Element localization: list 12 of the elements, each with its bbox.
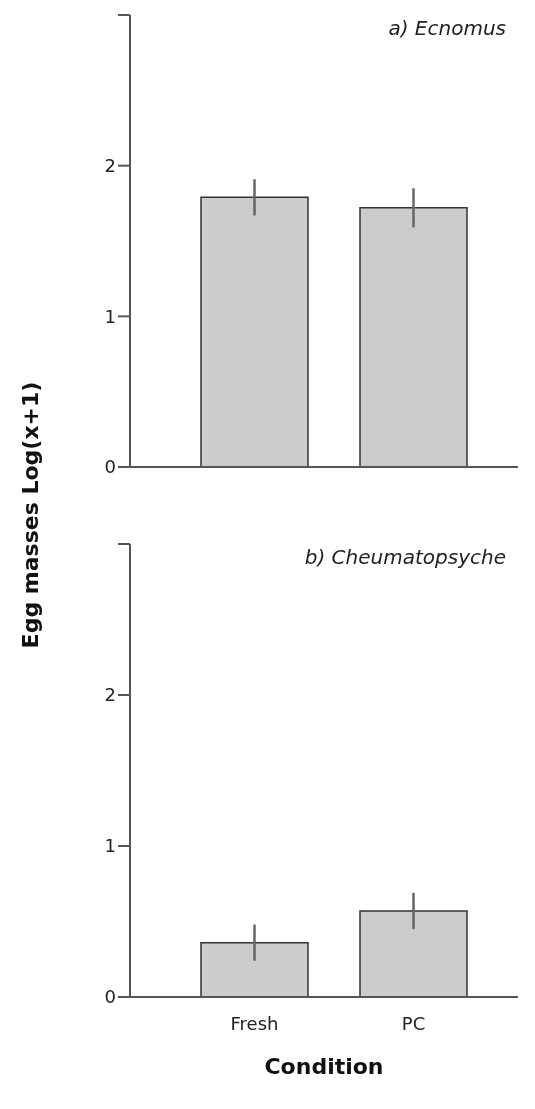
chart-title: b) Cheumatopsyche bbox=[304, 545, 506, 569]
y-tick-label: 1 bbox=[104, 835, 116, 857]
x-tick-label: PC bbox=[401, 1012, 426, 1034]
y-axis-title: Egg masses Log(x+1) bbox=[17, 381, 43, 649]
y-tick-label: 0 bbox=[104, 986, 116, 1008]
y-tick-label: 1 bbox=[104, 305, 116, 327]
y-tick-label: 2 bbox=[104, 155, 116, 177]
x-axis-title: Condition bbox=[264, 1054, 384, 1079]
y-tick-label: 2 bbox=[104, 684, 116, 706]
y-tick-label: 0 bbox=[104, 456, 116, 478]
x-tick-label: Fresh bbox=[230, 1012, 279, 1034]
chart-title: a) Ecnomus bbox=[388, 16, 506, 40]
